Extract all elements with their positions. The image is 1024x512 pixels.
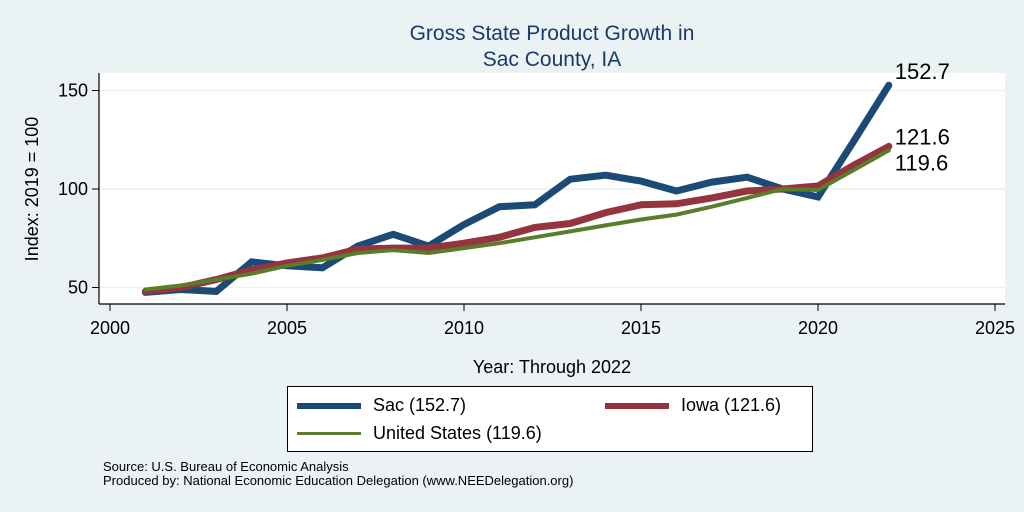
legend-swatch-iowa: [605, 402, 669, 409]
x-tick-label: 2020: [798, 318, 838, 338]
x-axis-label: Year: Through 2022: [473, 357, 631, 377]
legend-item-us: United States (119.6): [297, 423, 542, 444]
chart-title-line-1: Gross State Product Growth in: [410, 22, 695, 45]
end-label-sac: 152.7: [895, 59, 950, 84]
legend-swatch-us: [297, 432, 361, 435]
chart-title-line-2: Sac County, IA: [483, 48, 622, 71]
legend-item-iowa: Iowa (121.6): [605, 395, 781, 416]
end-label-us: 119.6: [895, 150, 948, 175]
producer-line: Produced by: National Economic Education…: [103, 473, 574, 488]
legend-label-sac: Sac (152.7): [373, 395, 467, 415]
legend: Sac (152.7) Iowa (121.6) United States (…: [287, 386, 813, 452]
series-line-us: [143, 148, 891, 292]
x-tick-label: 2000: [90, 318, 130, 338]
legend-swatch-sac: [297, 402, 361, 409]
legend-label-us: United States (119.6): [373, 423, 542, 443]
source-line: Source: U.S. Bureau of Economic Analysis: [103, 459, 349, 474]
legend-label-iowa: Iowa (121.6): [681, 395, 782, 415]
end-label-iowa: 121.6: [895, 124, 950, 149]
series-line-iowa: [141, 142, 893, 295]
source-note: Source: U.S. Bureau of Economic Analysis…: [103, 460, 573, 488]
x-tick-label: 2005: [267, 318, 307, 338]
y-axis-label: Index: 2019 = 100: [22, 117, 42, 262]
y-tick-label: 150: [58, 81, 88, 101]
y-tick-label: 50: [68, 278, 88, 298]
x-tick-label: 2015: [621, 318, 661, 338]
x-tick-label: 2025: [975, 318, 1015, 338]
y-tick-label: 100: [58, 179, 88, 199]
legend-item-sac: Sac (152.7): [297, 395, 466, 416]
x-tick-label: 2010: [444, 318, 484, 338]
